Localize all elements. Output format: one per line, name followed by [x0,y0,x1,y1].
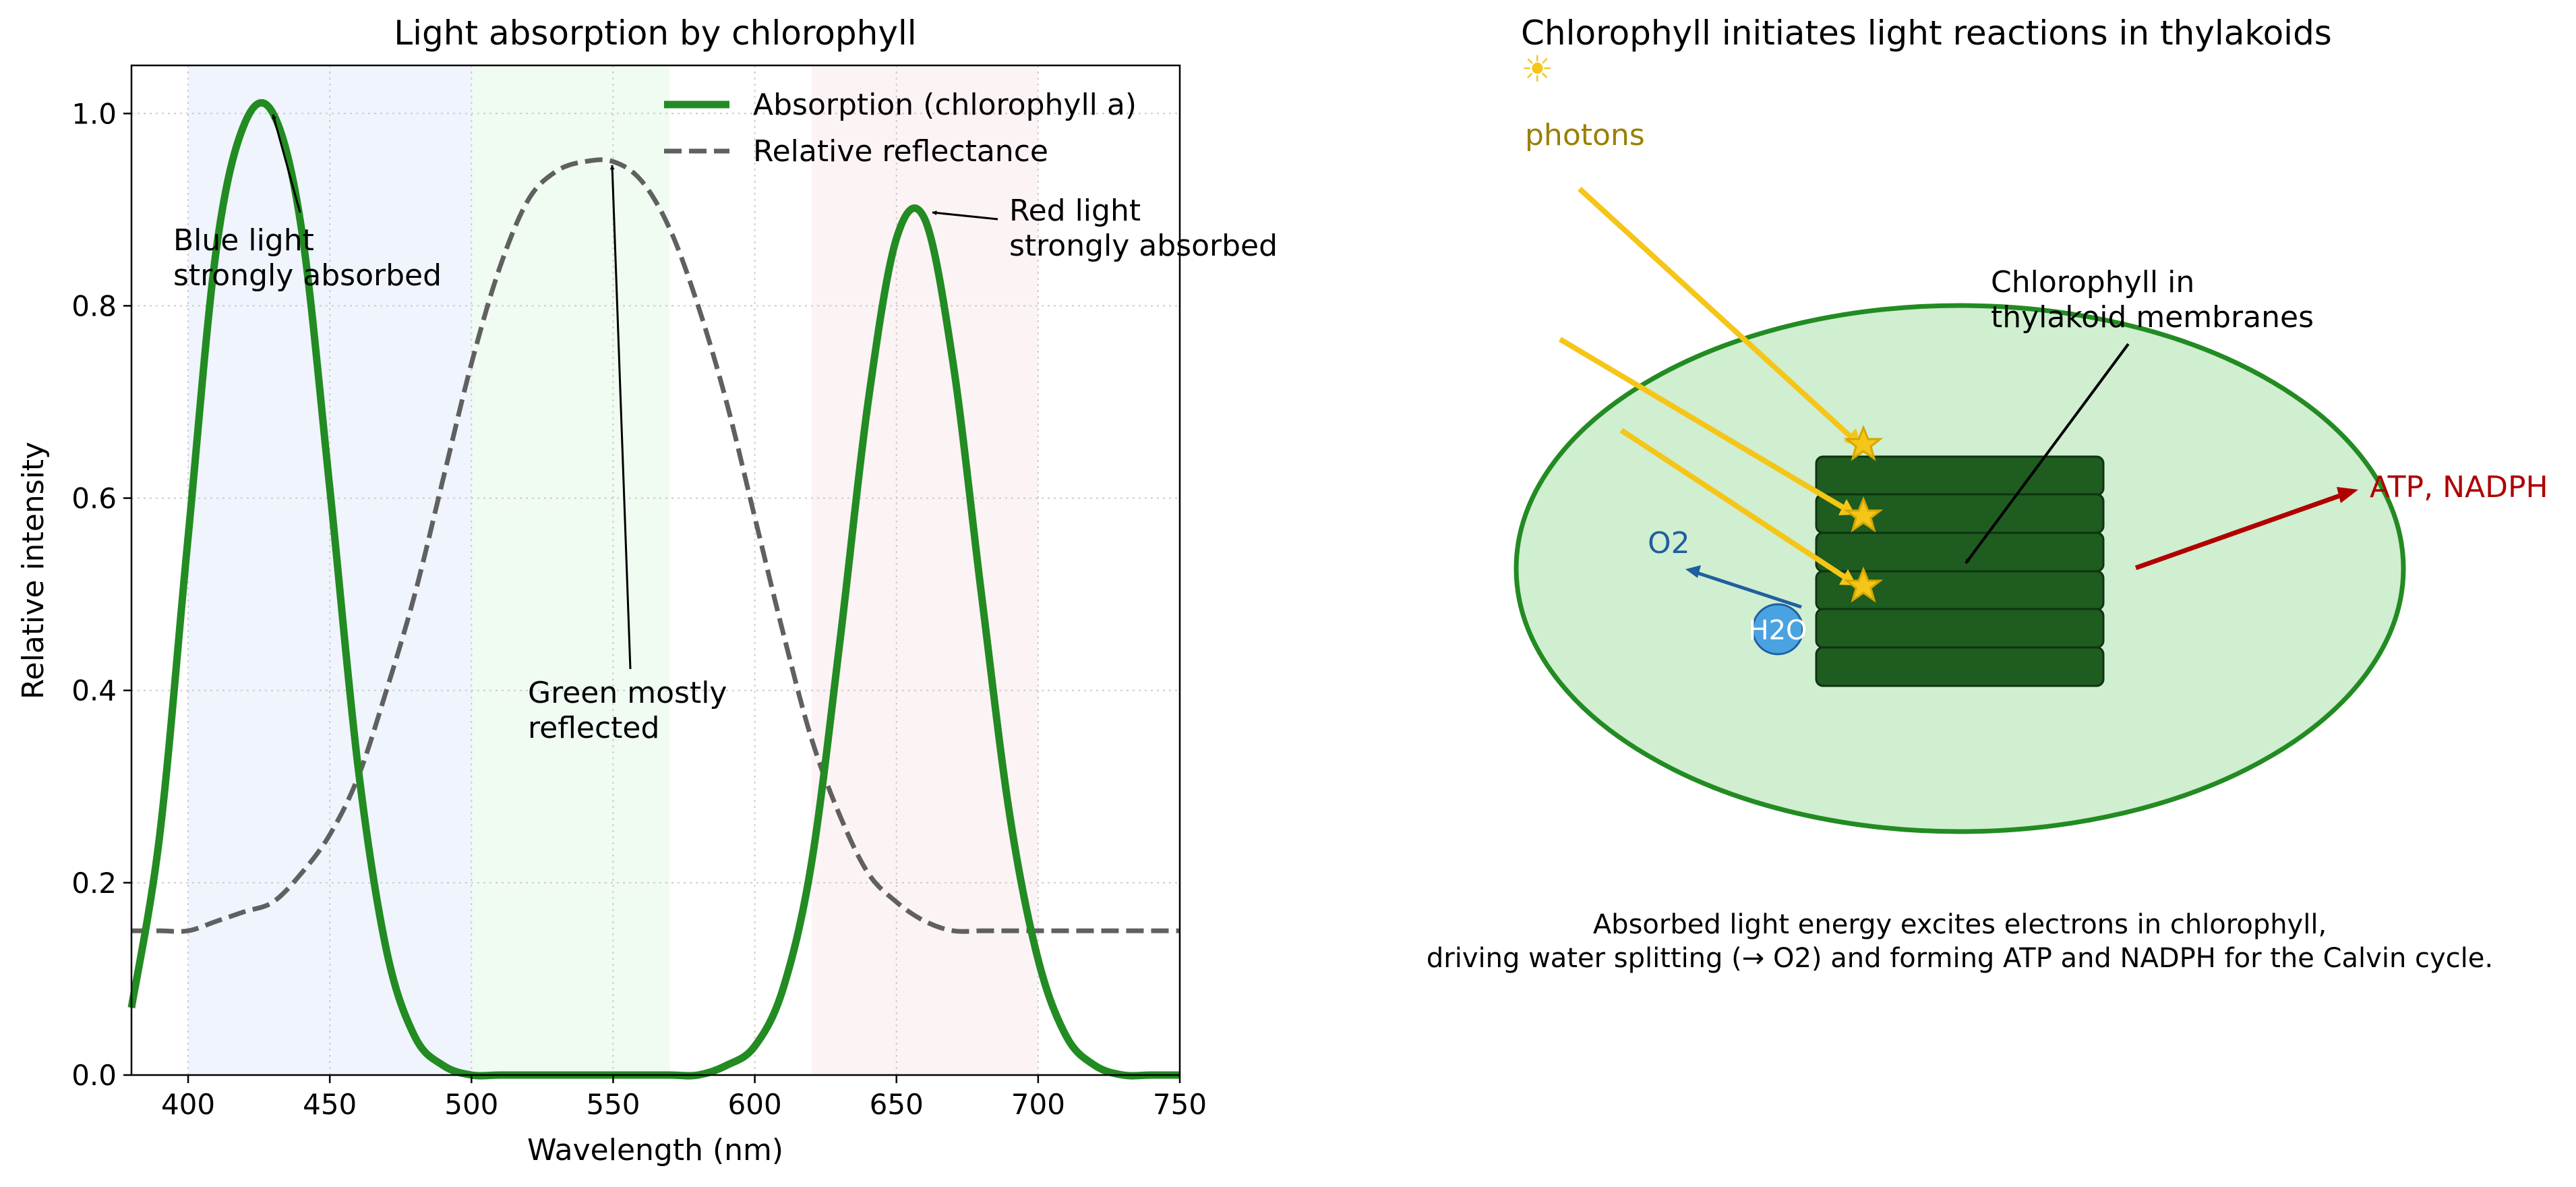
x-tick-label: 650 [870,1088,924,1121]
atp-nadph-label: ATP, NADPH [2370,470,2548,504]
caption-line1: Absorbed light energy excites electrons … [1593,909,2327,940]
annotation-red-line1: Red light [1009,194,1141,228]
excitation-stars [1843,425,1884,603]
chart-legend: Absorption (chlorophyll a) Relative refl… [664,88,1137,169]
thylakoid-stack [1815,455,2105,687]
caption-line2: driving water splitting (→ O2) and formi… [1427,943,2493,974]
axis-ticks: 400 450 500 550 600 650 700 750 0.0 0.2 0.4 0.6 0.8 1… [71,97,1207,1121]
chlorophyll-label-line2: thylakoid membranes [1991,300,2314,335]
o2-arrowhead [1685,565,1701,578]
absorption-chart: 400 450 500 550 600 650 700 750 0.0 0.2 0.4 0.6 0.8 1… [16,13,1278,1167]
annotation-green-line2: reflected [528,711,659,745]
x-tick-label: 500 [444,1088,498,1121]
star-icon [1843,425,1884,461]
star-icon [1843,496,1884,533]
thylakoid-disc [1815,455,2105,496]
y-axis-label: Relative intensity [16,442,51,699]
x-tick-label: 550 [586,1088,640,1121]
sun-icon: ☀ [1521,48,1553,90]
o2-label: O2 [1648,526,1690,560]
diagram-title: Chlorophyll initiates light reactions in… [1521,13,2332,53]
star-icon [1843,567,1884,603]
chlorophyll-label-line1: Chlorophyll in [1991,265,2194,299]
thylakoid-disc [1815,531,2105,573]
annotation-green-arrow [609,165,632,670]
x-tick-label: 750 [1153,1088,1207,1121]
annotation-blue-arrow [272,114,301,213]
thylakoid-diagram: Chlorophyll initiates light reactions in… [1427,13,2548,974]
legend-absorption-label: Absorption (chlorophyll a) [753,88,1137,122]
photon-arrow-3 [1619,428,1857,587]
x-tick-label: 700 [1011,1088,1065,1121]
photon-arrow-1 [1578,187,1863,448]
spectral-band-1 [471,65,670,1075]
thylakoid-disc [1815,608,2105,649]
y-tick-label: 0.6 [71,482,117,515]
atp-arrow [2134,490,2349,571]
annotation-blue-line2: strongly absorbed [173,258,442,293]
water-molecule [1751,603,1804,656]
y-tick-label: 1.0 [71,97,117,130]
y-tick-label: 0.8 [71,289,117,322]
y-tick-label: 0.0 [71,1059,117,1092]
annotation-red-arrow [932,210,998,221]
reflectance-line [131,157,1180,934]
chart-annotations: Blue light strongly absorbed Red light s… [173,114,1278,745]
wavelength-bands [188,65,1038,1075]
chart-title: Light absorption by chlorophyll [394,13,916,53]
annotation-blue-line1: Blue light [173,223,314,258]
x-tick-label: 400 [161,1088,215,1121]
annotation-red-line2: strongly absorbed [1009,229,1278,263]
x-tick-label: 600 [728,1088,782,1121]
x-axis-label: Wavelength (nm) [527,1133,783,1167]
plot-frame [130,64,1181,1076]
thylakoid-disc [1815,646,2105,687]
o2-arrow [1691,569,1802,609]
h2o-label: H2O [1748,615,1807,646]
legend-reflectance-label: Relative reflectance [753,134,1048,169]
photon-arrow-2 [1558,337,1856,517]
photons-label: photons [1525,118,1645,152]
x-tick-label: 450 [303,1088,357,1121]
chlorophyll-arrow [1965,343,2130,564]
y-tick-label: 0.2 [71,867,117,900]
annotation-green-line1: Green mostly [528,676,727,710]
y-tick-label: 0.4 [71,674,117,707]
atp-arrowhead [2337,487,2358,503]
